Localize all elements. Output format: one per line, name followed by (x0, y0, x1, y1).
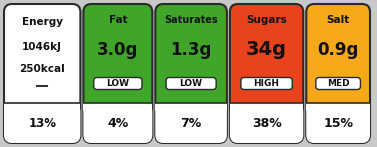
FancyBboxPatch shape (155, 103, 227, 143)
Text: 15%: 15% (323, 117, 353, 131)
FancyBboxPatch shape (230, 103, 303, 143)
Text: 13%: 13% (28, 117, 56, 131)
FancyBboxPatch shape (241, 77, 292, 90)
Bar (4, 103, 80, 111)
Bar (306, 103, 370, 111)
Bar (4, 103, 80, 111)
FancyBboxPatch shape (306, 4, 370, 143)
Text: 1046kJ: 1046kJ (22, 42, 62, 52)
Text: Saturates: Saturates (164, 15, 218, 25)
FancyBboxPatch shape (155, 4, 227, 143)
Bar (230, 103, 303, 111)
FancyBboxPatch shape (230, 4, 303, 143)
FancyBboxPatch shape (306, 103, 370, 143)
Bar (155, 103, 227, 111)
Text: 34g: 34g (246, 40, 287, 59)
FancyBboxPatch shape (94, 77, 142, 90)
FancyBboxPatch shape (4, 4, 80, 143)
Text: 250kcal: 250kcal (19, 64, 65, 74)
Text: 4%: 4% (107, 117, 129, 131)
Text: HIGH: HIGH (254, 79, 280, 88)
Text: Fat: Fat (109, 15, 127, 25)
Text: Salt: Salt (326, 15, 350, 25)
FancyBboxPatch shape (83, 103, 152, 143)
Text: MED: MED (327, 79, 349, 88)
Bar (83, 103, 152, 111)
Text: Sugars: Sugars (246, 15, 287, 25)
FancyBboxPatch shape (316, 77, 360, 90)
FancyBboxPatch shape (83, 4, 152, 143)
Text: 7%: 7% (181, 117, 202, 131)
Text: LOW: LOW (106, 79, 129, 88)
Bar (230, 103, 303, 111)
Text: 0.9g: 0.9g (317, 41, 359, 59)
FancyBboxPatch shape (166, 77, 216, 90)
Text: 1.3g: 1.3g (170, 41, 212, 59)
Bar (83, 103, 152, 111)
Text: 38%: 38% (252, 117, 282, 131)
Bar (155, 103, 227, 111)
Bar (306, 103, 370, 111)
Text: 3.0g: 3.0g (97, 41, 138, 59)
FancyBboxPatch shape (4, 103, 80, 143)
Text: LOW: LOW (179, 79, 202, 88)
Text: Energy: Energy (22, 17, 63, 27)
